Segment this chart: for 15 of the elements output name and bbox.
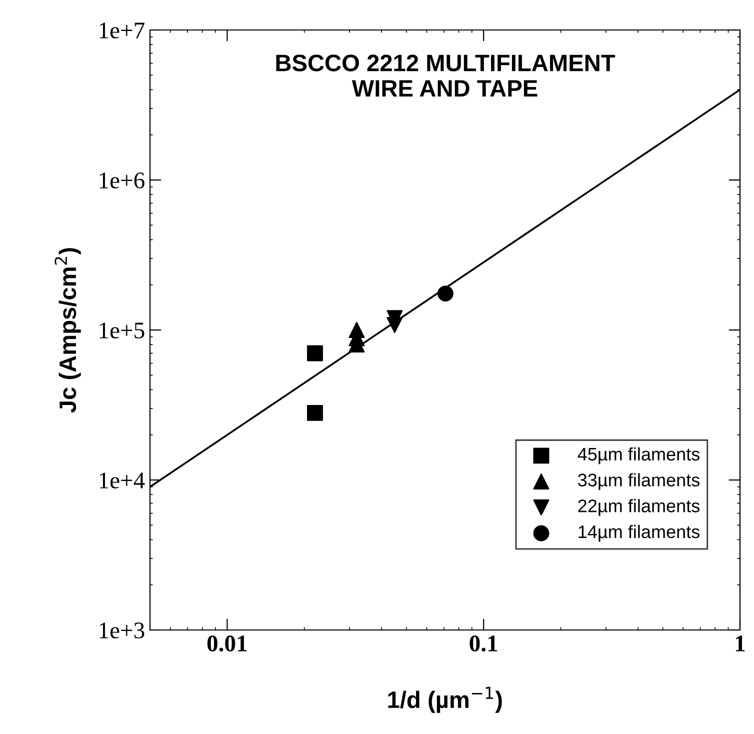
legend-label: 22µm filaments: [578, 499, 700, 516]
x-tick-label: 0.1: [470, 636, 498, 652]
y-tick-label: 1e+5: [100, 322, 144, 338]
y-tick-label: 1e+6: [100, 172, 144, 188]
text: BSCCO 2212 MULTIFILAMENT WIRE AND TAPE: [276, 54, 616, 97]
legend-label: 33µm filaments: [578, 473, 700, 490]
x-tick-label: 1: [736, 636, 745, 652]
x-tick-label: 0.01: [207, 636, 247, 652]
y-axis-title: Jc (Amps/cm$^{2}$): [54, 248, 81, 413]
y-tick-label: 1e+7: [100, 22, 144, 38]
legend-label: 45µm filaments: [578, 447, 700, 464]
x-axis-title: 1/d (µm$^{−1}$): [388, 686, 502, 713]
y-tick-label: 1e+4: [100, 472, 145, 488]
legend-label: 14µm filaments: [578, 524, 700, 542]
y-tick-label: 1e+3: [100, 622, 144, 638]
